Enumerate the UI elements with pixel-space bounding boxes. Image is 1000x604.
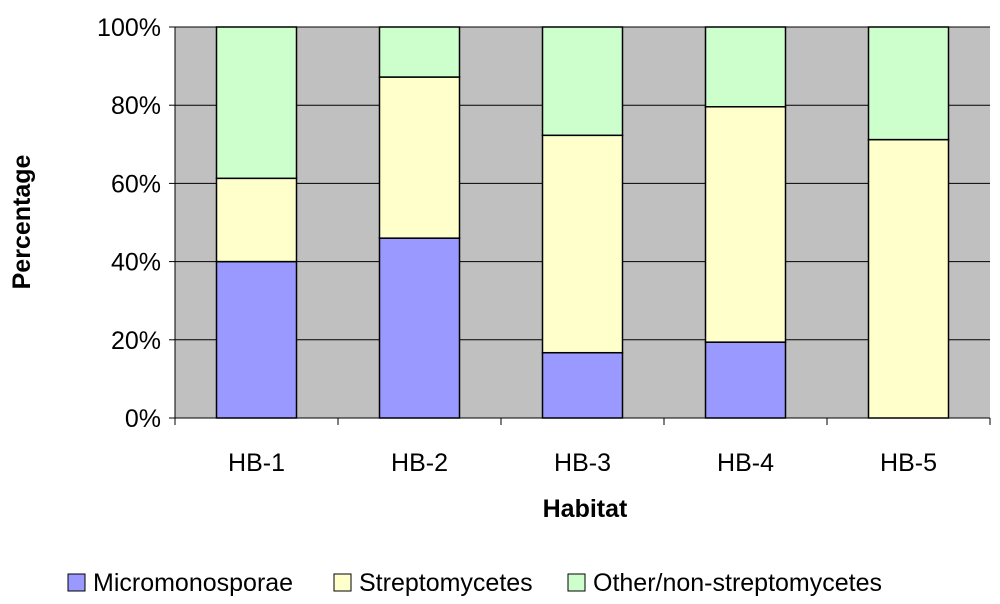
bar-segment-hb-2-streptomycetes	[378, 76, 461, 239]
bar-segment-hb-4-streptomycetes	[704, 106, 787, 343]
bar-segment-hb-5-streptomycetes	[867, 138, 950, 419]
bar-segment-hb-5-other-non-streptomycetes	[867, 26, 950, 141]
legend-swatch	[333, 573, 352, 592]
y-tick-label: 100%	[97, 14, 161, 42]
bar-segment-hb-3-other-non-streptomycetes	[541, 26, 624, 137]
bar-segment-hb-2-other-non-streptomycetes	[378, 26, 461, 78]
bar-segment-hb-1-other-non-streptomycetes	[215, 26, 298, 180]
y-tick-labels: 0% 20% 40% 60% 80% 100%	[97, 14, 161, 433]
legend-swatch	[67, 573, 86, 592]
y-tick-label: 80%	[111, 92, 161, 120]
y-tick-label: 40%	[111, 249, 161, 277]
bar-segment-hb-4-micromonosporae	[704, 341, 787, 419]
legend-label: Streptomycetes	[359, 569, 533, 597]
x-tick-label: HB-3	[554, 449, 611, 477]
bar-segment-hb-4-other-non-streptomycetes	[704, 26, 787, 108]
legend-label: Other/non-streptomycetes	[593, 569, 882, 597]
y-tick-label: 0%	[125, 405, 161, 433]
x-tick-label: HB-2	[391, 449, 448, 477]
x-tick-label: HB-4	[717, 449, 774, 477]
legend: Micromonosporae Streptomycetes Other/non-s…	[67, 569, 882, 597]
x-tick-label: HB-1	[228, 449, 285, 477]
x-tick-labels: HB-1 HB-2 HB-3 HB-4 HB-5	[174, 418, 991, 477]
bar-segment-hb-1-micromonosporae	[215, 260, 298, 419]
legend-label: Micromonosporae	[93, 569, 293, 597]
x-tick-label: HB-5	[880, 449, 937, 477]
bar-segment-hb-3-streptomycetes	[541, 134, 624, 354]
legend-swatch	[567, 573, 586, 592]
axes	[174, 27, 990, 419]
y-tick-label: 60%	[111, 170, 161, 198]
bar-segment-hb-3-micromonosporae	[541, 351, 624, 419]
bar-segment-hb-2-micromonosporae	[378, 237, 461, 419]
bars	[215, 26, 950, 419]
y-tick-label: 20%	[111, 327, 161, 355]
bar-segment-hb-1-streptomycetes	[215, 177, 298, 263]
y-axis-title: Percentage	[8, 155, 36, 290]
x-axis-title: Habitat	[543, 495, 628, 523]
